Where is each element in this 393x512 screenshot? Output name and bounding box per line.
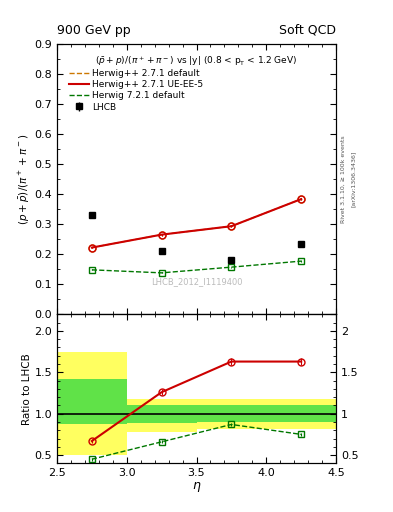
Herwig++ 2.7.1 default xyxy=(299,196,303,202)
Herwig++ 2.7.1 default xyxy=(159,231,164,238)
X-axis label: $\eta$: $\eta$ xyxy=(192,480,201,494)
Herwig++ 2.7.1 UE-EE-5 xyxy=(159,231,164,238)
Herwig++ 2.7.1 default xyxy=(90,245,94,251)
Y-axis label: Ratio to LHCB: Ratio to LHCB xyxy=(22,353,31,425)
Herwig++ 2.7.1 UE-EE-5 xyxy=(299,196,303,202)
Text: LHCB_2012_I1119400: LHCB_2012_I1119400 xyxy=(151,278,242,286)
Text: [arXiv:1306.3436]: [arXiv:1306.3436] xyxy=(351,151,356,207)
Herwig 7.2.1 default xyxy=(159,270,164,276)
Herwig 7.2.1 default xyxy=(90,267,94,273)
Herwig 7.2.1 default xyxy=(229,264,234,270)
Text: Rivet 3.1.10, ≥ 100k events: Rivet 3.1.10, ≥ 100k events xyxy=(341,135,346,223)
Text: Soft QCD: Soft QCD xyxy=(279,24,336,37)
Line: Herwig++ 2.7.1 default: Herwig++ 2.7.1 default xyxy=(92,199,301,248)
Text: $(\bar{p}+p)/(\pi^++\pi^-)$ vs |y| (0.8 < p$_\mathrm{T}$ < 1.2 GeV): $(\bar{p}+p)/(\pi^++\pi^-)$ vs |y| (0.8 … xyxy=(95,54,298,68)
Line: Herwig 7.2.1 default: Herwig 7.2.1 default xyxy=(92,261,301,273)
Legend: Herwig++ 2.7.1 default, Herwig++ 2.7.1 UE-EE-5, Herwig 7.2.1 default, LHCB: Herwig++ 2.7.1 default, Herwig++ 2.7.1 U… xyxy=(67,67,205,113)
Herwig++ 2.7.1 default xyxy=(229,223,234,229)
Text: 900 GeV pp: 900 GeV pp xyxy=(57,24,130,37)
Y-axis label: $(p+\bar{p})/(\pi^+ + \pi^-)$: $(p+\bar{p})/(\pi^+ + \pi^-)$ xyxy=(17,133,31,225)
Line: Herwig++ 2.7.1 UE-EE-5: Herwig++ 2.7.1 UE-EE-5 xyxy=(92,199,301,248)
Herwig++ 2.7.1 UE-EE-5 xyxy=(229,223,234,229)
Herwig 7.2.1 default xyxy=(299,258,303,264)
Herwig++ 2.7.1 UE-EE-5 xyxy=(90,245,94,251)
